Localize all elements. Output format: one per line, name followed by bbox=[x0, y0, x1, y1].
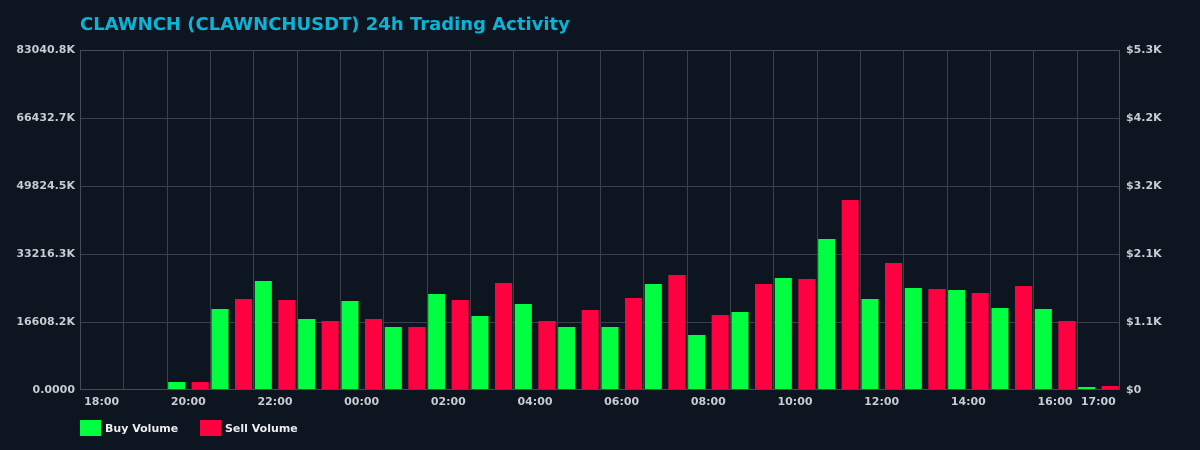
y-tick-label-left: 83040.8K bbox=[16, 43, 75, 56]
sell-volume-bar bbox=[581, 310, 599, 390]
buy-volume-bar bbox=[254, 281, 272, 390]
sell-volume-bar bbox=[408, 327, 426, 390]
legend-swatch-buy bbox=[80, 420, 101, 436]
chart-title: CLAWNCH (CLAWNCHUSDT) 24h Trading Activi… bbox=[80, 14, 570, 35]
sell-volume-bar bbox=[668, 275, 686, 390]
x-tick-label: 17:00 bbox=[1080, 395, 1116, 408]
buy-volume-bar bbox=[558, 327, 576, 390]
x-tick-label: 02:00 bbox=[430, 395, 466, 408]
sell-volume-bar bbox=[1058, 321, 1076, 390]
sell-volume-bar bbox=[1015, 286, 1032, 390]
buy-volume-bar bbox=[384, 327, 402, 390]
buy-volume-bar bbox=[904, 288, 922, 390]
sell-volume-bar bbox=[711, 315, 729, 390]
sell-volume-bar bbox=[798, 279, 816, 390]
sell-volume-bar bbox=[235, 299, 252, 390]
y-tick-label-right: $3.2K bbox=[1126, 179, 1162, 192]
legend-item-sell-volume: Sell Volume bbox=[200, 420, 298, 436]
x-tick-label: 00:00 bbox=[344, 395, 380, 408]
y-tick-label-right: $4.2K bbox=[1126, 111, 1162, 124]
legend-label-buy: Buy Volume bbox=[105, 421, 179, 435]
plot-frame bbox=[80, 50, 1120, 390]
y-tick-label-right: $1.1K bbox=[1126, 315, 1162, 328]
sell-volume-bar bbox=[625, 298, 642, 390]
x-tick-label: 04:00 bbox=[517, 395, 553, 408]
x-tick-label: 18:00 bbox=[84, 395, 120, 408]
buy-volume-bar bbox=[341, 301, 359, 390]
buy-volume-bar bbox=[818, 239, 836, 390]
y-tick-label-right: $2.1K bbox=[1126, 247, 1162, 260]
buy-volume-bar bbox=[861, 299, 879, 390]
x-tick-label: 14:00 bbox=[950, 395, 986, 408]
sell-volume-bar bbox=[971, 293, 989, 390]
buy-volume-bar bbox=[731, 312, 749, 390]
sell-volume-bar bbox=[538, 321, 556, 390]
y-tick-label-right: $0 bbox=[1126, 383, 1142, 396]
buy-volume-bar bbox=[428, 294, 446, 390]
y-tick-label-left: 49824.5K bbox=[16, 179, 75, 192]
x-tick-label: 22:00 bbox=[257, 395, 293, 408]
legend-swatch-sell bbox=[200, 420, 221, 436]
sell-volume-bar bbox=[1101, 386, 1119, 390]
y-tick-label-left: 0.0000 bbox=[32, 383, 75, 396]
x-tick-label: 08:00 bbox=[690, 395, 726, 408]
sell-volume-bar bbox=[841, 200, 859, 390]
y-tick-label-left: 33216.3K bbox=[16, 247, 75, 260]
buy-volume-bar bbox=[168, 382, 186, 390]
y-tick-label-left: 16608.2K bbox=[16, 315, 75, 328]
sell-volume-bar bbox=[191, 382, 209, 390]
y-tick-label-left: 66432.7K bbox=[16, 111, 75, 124]
buy-volume-bar bbox=[1034, 309, 1052, 390]
buy-volume-bar bbox=[514, 304, 532, 390]
buy-volume-bar bbox=[471, 316, 489, 390]
sell-volume-bar bbox=[885, 263, 902, 390]
buy-volume-bar bbox=[688, 335, 706, 390]
x-tick-label: 06:00 bbox=[604, 395, 640, 408]
sell-volume-bar bbox=[321, 321, 339, 390]
buy-volume-bar bbox=[948, 290, 966, 390]
buy-volume-bar bbox=[211, 309, 229, 390]
sell-volume-bar bbox=[278, 300, 296, 390]
sell-volume-bar bbox=[451, 300, 469, 390]
legend-label-sell: Sell Volume bbox=[225, 421, 298, 435]
sell-volume-bar bbox=[365, 319, 382, 390]
sell-volume-bar bbox=[928, 289, 946, 390]
buy-volume-bar bbox=[774, 278, 792, 390]
grid bbox=[80, 50, 1120, 390]
legend-item-buy-volume: Buy Volume bbox=[80, 420, 178, 436]
x-tick-label: 12:00 bbox=[864, 395, 900, 408]
buy-volume-bar bbox=[1078, 387, 1096, 390]
buy-volume-bar bbox=[601, 327, 619, 390]
x-tick-label: 16:00 bbox=[1037, 395, 1073, 408]
buy-volume-bar bbox=[991, 308, 1009, 390]
buy-volume-bar bbox=[644, 284, 662, 390]
x-tick-label: 10:00 bbox=[777, 395, 813, 408]
y-tick-label-right: $5.3K bbox=[1126, 43, 1162, 56]
x-tick-label: 20:00 bbox=[170, 395, 206, 408]
buy-volume-bar bbox=[298, 319, 316, 390]
sell-volume-bar bbox=[495, 283, 512, 390]
sell-volume-bar bbox=[755, 284, 772, 390]
bars bbox=[81, 200, 1119, 390]
